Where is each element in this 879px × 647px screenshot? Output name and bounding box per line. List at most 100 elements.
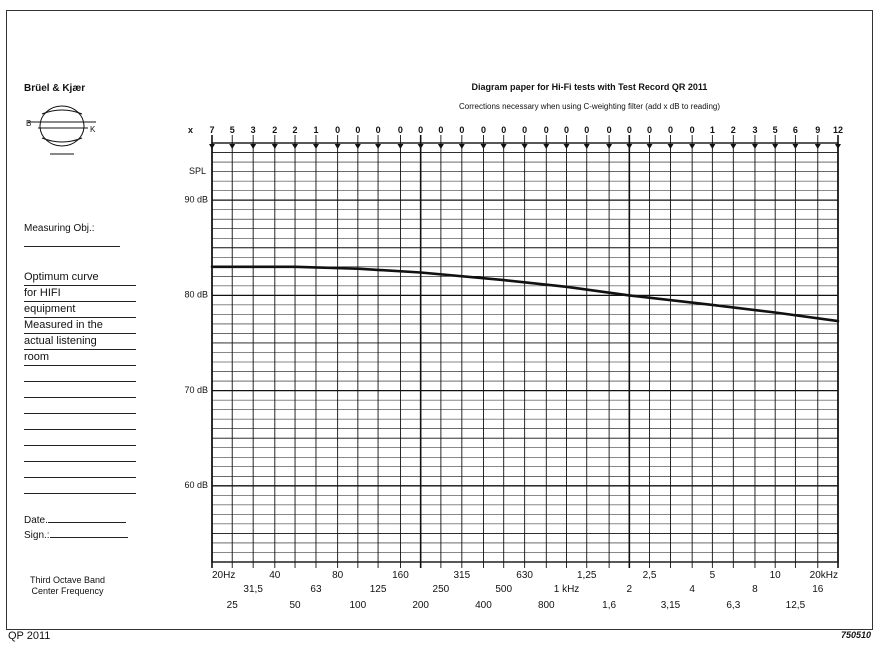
x-tick-label: 4 [689,584,695,595]
note-line-blank [24,462,136,478]
correction-value: 2 [272,125,277,135]
x-tick-label: 800 [538,600,555,611]
x-tick-label: 50 [289,600,301,611]
correction-value: 0 [418,125,423,135]
correction-value: 0 [335,125,340,135]
correction-marker [606,144,613,149]
correction-value: 0 [459,125,464,135]
date-label: Date. [24,512,126,528]
correction-marker [209,144,215,149]
correction-marker [543,144,550,149]
correction-marker [689,144,696,149]
correction-value: 12 [833,125,843,135]
correction-marker [563,144,570,149]
x-tick-label: 1 kHz [554,584,580,595]
sign-label: Sign.: [24,527,128,543]
reference-code: 750510 [840,630,871,640]
note-line: equipment [24,302,136,318]
x-tick-label: 630 [516,570,533,581]
x-tick-label: 40 [269,570,281,581]
x-tick-label: 63 [310,584,322,595]
correction-value: 0 [627,125,632,135]
correction-marker [521,144,528,149]
correction-value: 6 [793,125,798,135]
correction-marker [814,144,821,149]
svg-text:B: B [26,119,31,128]
correction-value: 0 [355,125,360,135]
correction-marker [835,144,841,149]
correction-marker [292,144,299,149]
correction-value: 0 [481,125,486,135]
correction-value: 2 [293,125,298,135]
note-line-blank [24,430,136,446]
chart-subtitle: Corrections necessary when using C-weigh… [458,102,720,111]
correction-marker [437,144,444,149]
correction-value: 0 [544,125,549,135]
x-tick-label: 20Hz [212,570,235,581]
correction-value: 2 [731,125,736,135]
correction-marker [354,144,361,149]
correction-marker [271,144,278,149]
form-code: QP 2011 [8,630,51,642]
correction-marker [250,144,257,149]
svg-text:K: K [90,125,96,134]
band-label: Third Octave Band Center Frequency [30,575,106,596]
x-tick-label: 1,25 [577,570,597,581]
x-tick-label: 16 [812,584,824,595]
y-tick-label: 60 dB [184,480,208,490]
correction-value: 0 [564,125,569,135]
correction-marker [709,144,716,149]
correction-marker [397,144,404,149]
correction-marker [646,144,653,149]
date-line [47,512,126,523]
x-tick-label: 315 [453,570,470,581]
x-tick-label: 100 [350,600,367,611]
diagram-sheet [6,10,873,630]
correction-marker [417,144,424,149]
correction-marker [626,144,633,149]
x-tick-label: 10 [770,570,782,581]
x-tick-label: 250 [433,584,450,595]
correction-value: 1 [710,125,715,135]
brand-logo: B K [26,105,96,155]
x-tick-label: 1,6 [602,600,616,611]
note-line-blank [24,366,136,382]
correction-value: 0 [584,125,589,135]
x-tick-label: 160 [392,570,409,581]
correction-value: 0 [376,125,381,135]
x-tick-label: 3,15 [661,600,681,611]
correction-marker [500,144,507,149]
x-tick-label: 2,5 [643,570,657,581]
note-line-blank [24,398,136,414]
response-curve [210,265,840,323]
correction-marker [480,144,487,149]
x-tick-label: 125 [370,584,387,595]
correction-marker [458,144,465,149]
correction-value: 3 [251,125,256,135]
correction-marker [312,144,319,149]
y-axis-title: SPL [189,166,206,176]
chart-title: Diagram paper for Hi-Fi tests with Test … [471,82,708,92]
correction-marker [730,144,737,149]
correction-value: 9 [815,125,820,135]
correction-value: 0 [438,125,443,135]
correction-value: 0 [668,125,673,135]
corrections-prefix: x [188,125,193,135]
correction-value: 0 [690,125,695,135]
correction-value: 0 [522,125,527,135]
x-tick-label: 400 [475,600,492,611]
correction-value: 3 [752,125,757,135]
x-tick-label: 80 [332,570,344,581]
x-tick-label: 12,5 [786,600,806,611]
correction-value: 0 [501,125,506,135]
note-line: Optimum curve [24,270,136,286]
y-tick-label: 90 dB [184,195,208,205]
correction-marker [583,144,590,149]
x-tick-label: 5 [710,570,716,581]
correction-marker [772,144,779,149]
note-line: room [24,350,136,366]
correction-value: 0 [607,125,612,135]
correction-marker [751,144,758,149]
y-tick-label: 80 dB [184,290,208,300]
